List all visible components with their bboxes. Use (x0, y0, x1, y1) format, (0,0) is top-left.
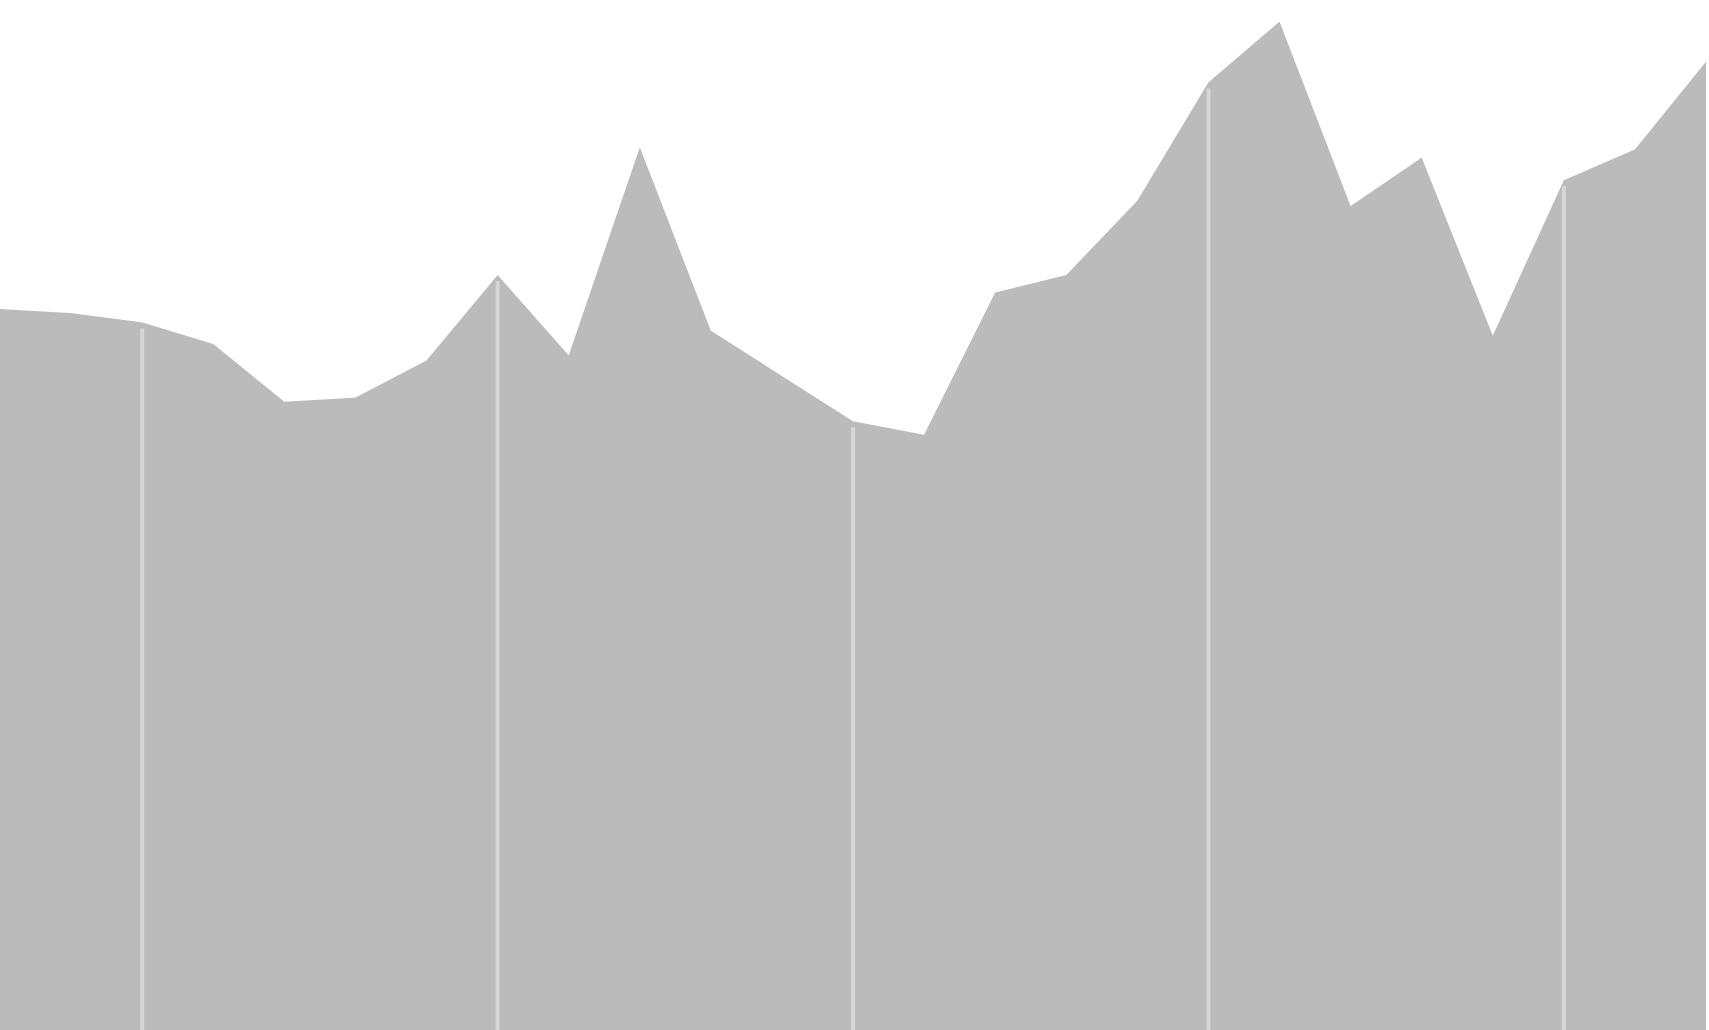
grid-layer (140, 88, 1566, 1030)
